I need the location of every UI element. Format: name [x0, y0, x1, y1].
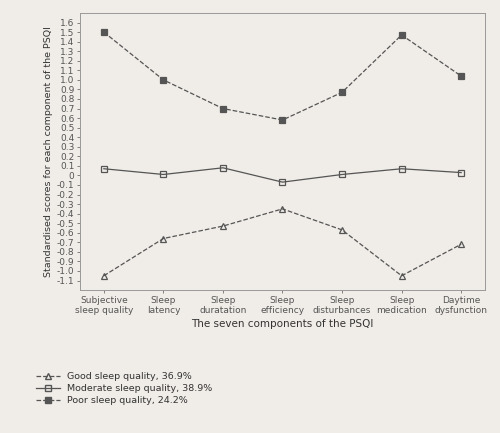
Legend:  Good sleep quality, 36.9%,  Moderate sleep quality, 38.9%,  Poor sleep quality,: Good sleep quality, 36.9%, Moderate slee… — [36, 372, 212, 405]
X-axis label: The seven components of the PSQI: The seven components of the PSQI — [192, 319, 374, 329]
Y-axis label: Standardised scores for each component of the PSQI: Standardised scores for each component o… — [44, 26, 52, 277]
